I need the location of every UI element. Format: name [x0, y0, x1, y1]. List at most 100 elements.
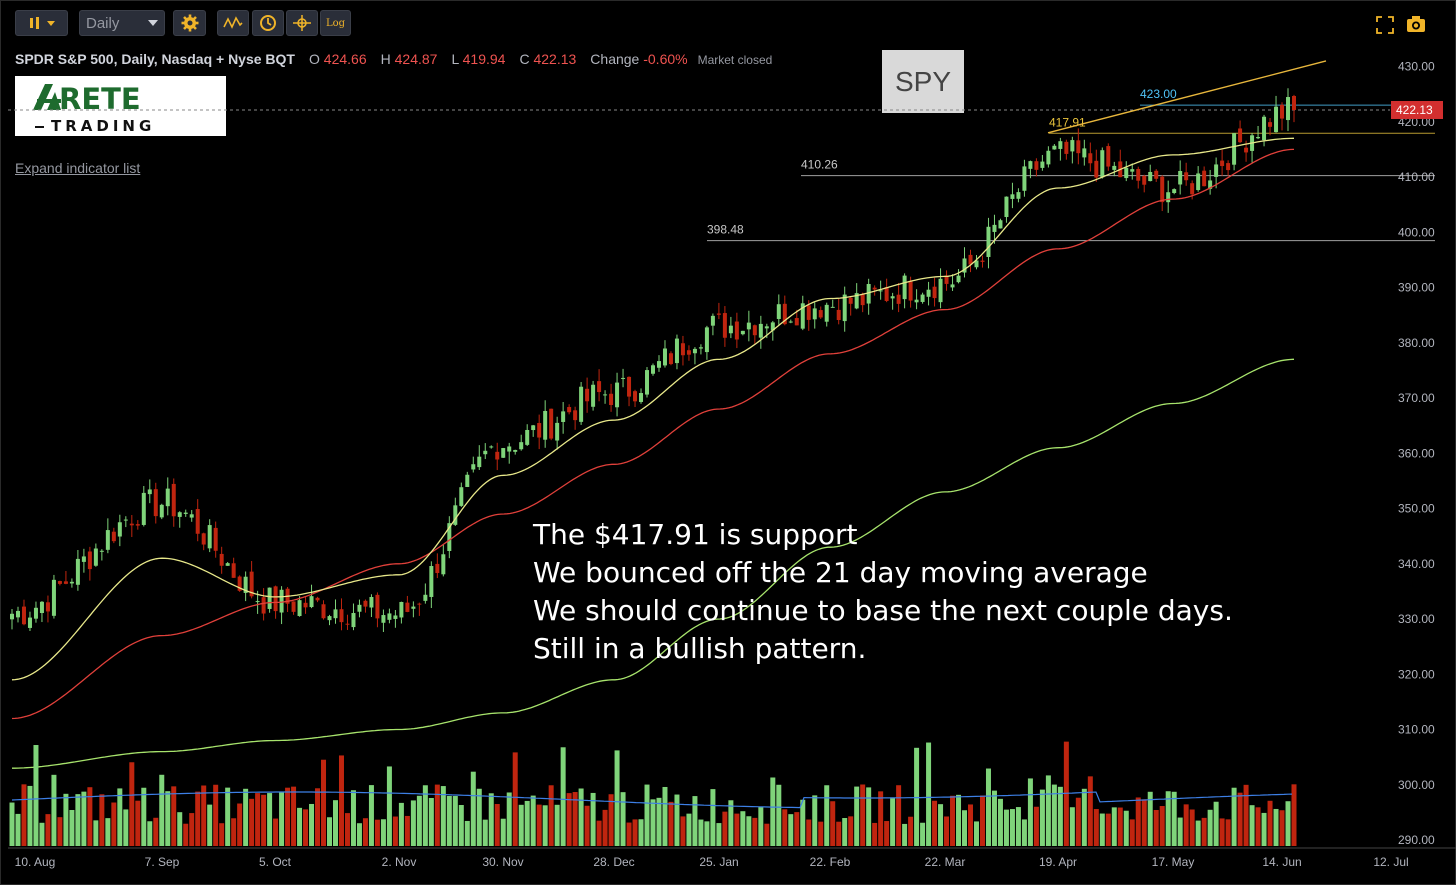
expand-indicator-link[interactable]: Expand indicator list [15, 160, 141, 176]
candle-body [537, 423, 542, 438]
candle-body [806, 305, 811, 320]
settings-button[interactable] [173, 10, 206, 36]
candle-body [1040, 161, 1045, 168]
candle-body [621, 377, 626, 379]
candle-body [195, 509, 200, 534]
candle-body [99, 550, 104, 552]
candle-body [1094, 160, 1099, 178]
volume-bar [27, 785, 33, 846]
candle-body [615, 382, 620, 408]
fullscreen-icon[interactable] [1376, 16, 1394, 34]
volume-bar [758, 806, 764, 846]
volume-bar [770, 777, 776, 846]
candle-body [842, 294, 847, 322]
candle-body [950, 284, 955, 288]
volume-bar [338, 755, 344, 846]
volume-bar [956, 794, 962, 846]
volume-bar [1225, 819, 1231, 846]
replay-button[interactable] [252, 10, 284, 36]
log-scale-button[interactable]: Log [320, 10, 351, 36]
candle-body [914, 299, 919, 303]
volume-bar [392, 816, 398, 846]
volume-bar [99, 794, 105, 846]
candle-body [818, 310, 823, 318]
volume-bar [812, 795, 818, 846]
time-tick-label: 30. Nov [482, 855, 523, 869]
candle-body [219, 553, 224, 566]
volume-bar [75, 794, 81, 846]
volume-bar [902, 823, 908, 846]
volume-bar [1255, 807, 1261, 846]
candle-body [1028, 161, 1033, 169]
candle-body [231, 563, 236, 578]
volume-bar [440, 786, 446, 846]
candle-body [411, 606, 416, 609]
candle-body [423, 594, 428, 601]
change-value: -0.60% [643, 51, 688, 67]
candle-body [722, 313, 727, 338]
candle-body [51, 579, 56, 616]
candle-body [519, 442, 524, 450]
volume-bar [878, 791, 884, 846]
price-tick-label: 390.00 [1398, 281, 1435, 295]
interval-value: Daily [86, 14, 120, 32]
candle-body [728, 325, 733, 334]
candle-body [375, 594, 380, 619]
candle-body [692, 348, 697, 354]
volume-bar [704, 821, 710, 846]
candle-body [339, 609, 344, 623]
drawing-tools-button[interactable] [286, 10, 318, 36]
candle-body [1064, 141, 1069, 154]
price-tick-label: 380.00 [1398, 336, 1435, 350]
candle-body [363, 600, 368, 607]
candle-body [207, 525, 212, 549]
volume-bar [728, 800, 734, 846]
volume-bar [1243, 784, 1249, 846]
time-tick-label: 22. Feb [810, 855, 851, 869]
chart-style-button[interactable] [15, 10, 68, 36]
ema50-path [11, 148, 1294, 720]
candle-body [321, 604, 326, 619]
volume-bar [668, 801, 674, 846]
volume-bar [800, 799, 806, 846]
candle-body [159, 504, 164, 518]
candle-body [33, 607, 38, 619]
candle-body [1070, 140, 1075, 152]
volume-bar [752, 817, 758, 846]
candle-body [830, 306, 835, 308]
volume-bar [500, 818, 506, 846]
volume-bar [93, 820, 99, 846]
candle-body [770, 322, 775, 331]
volume-bar [117, 788, 123, 846]
time-tick-label: 17. May [1152, 855, 1195, 869]
camera-icon[interactable] [1406, 15, 1426, 33]
volume-bar [638, 819, 644, 846]
volume-bar [842, 818, 848, 846]
price-tick-label: 310.00 [1398, 723, 1435, 737]
candle-body [477, 456, 482, 468]
indicators-button[interactable] [217, 10, 249, 36]
volume-bar [350, 790, 356, 846]
candle-body [441, 554, 446, 575]
volume-bar [860, 784, 866, 846]
interval-select[interactable]: Daily [79, 10, 165, 36]
price-tick-label: 410.00 [1398, 170, 1435, 184]
candle-body [603, 394, 608, 396]
volume-bar [1009, 809, 1015, 846]
candle-body [710, 315, 715, 326]
volume-bar [674, 794, 680, 846]
volume-bar [171, 786, 177, 846]
candle-body [525, 429, 530, 445]
volume-bar [416, 795, 422, 846]
candle-body [734, 321, 739, 340]
low-label: L [451, 51, 459, 67]
candle-body [117, 522, 122, 537]
candle-body [1292, 96, 1296, 110]
candle-body [812, 308, 817, 320]
candle-body [1214, 164, 1219, 177]
candle-body [860, 294, 865, 306]
volume-bar [632, 819, 638, 846]
volume-bar [356, 823, 362, 846]
volume-bar [243, 788, 249, 846]
candle-body [387, 613, 392, 620]
